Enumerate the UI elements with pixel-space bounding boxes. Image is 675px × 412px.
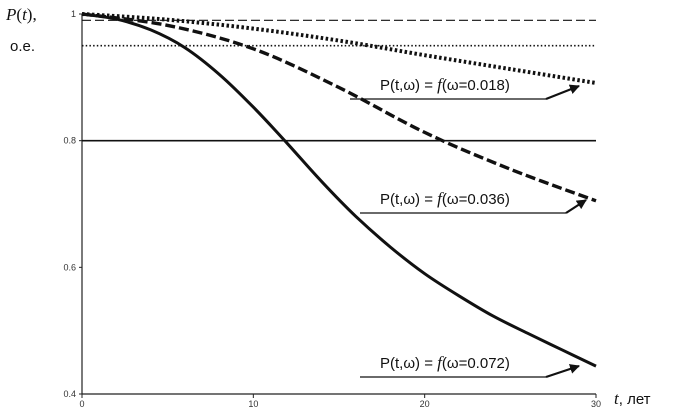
annotation-label-3: P(t,ω) = f(ω=0.072) — [380, 353, 510, 372]
annotation-label-2: P(t,ω) = f(ω=0.036) — [380, 189, 510, 208]
y-tick-label: 0.4 — [63, 389, 76, 399]
series-line-1 — [81, 12, 597, 85]
annotation-arrow — [545, 364, 580, 379]
annotations: P(t,ω) = f(ω=0.018) P(t,ω) = f(ω=0.036) P(… — [350, 75, 587, 379]
x-axis-var: t — [614, 389, 620, 408]
annotation-arrow — [545, 84, 580, 101]
x-tick-label: 10 — [248, 399, 258, 409]
plot-area — [81, 14, 596, 395]
tick-labels: 0 10 20 30 0.4 0.6 0.8 1 — [63, 9, 601, 409]
y-axis-label: P(t), — [5, 5, 37, 24]
y-axis-open: ( — [16, 5, 22, 24]
reference-lines — [82, 19, 596, 142]
series-layer — [81, 12, 597, 368]
y-axis-var-t: t — [22, 5, 28, 24]
y-axis-var: P — [5, 5, 16, 24]
series-line-3 — [81, 12, 597, 368]
x-tick-label: 0 — [79, 399, 84, 409]
x-tick-label: 20 — [420, 399, 430, 409]
y-tick-label: 1 — [71, 9, 76, 19]
x-axis-unit: , лет — [619, 391, 651, 408]
annotation-arrow — [565, 199, 587, 214]
y-tick-label: 0.8 — [63, 136, 76, 146]
x-tick-label: 30 — [591, 399, 601, 409]
series-line-2 — [81, 12, 597, 203]
y-tick-label: 0.6 — [63, 262, 76, 272]
x-axis-label: t, лет — [614, 389, 651, 408]
y-axis-close: ), — [27, 5, 37, 24]
annotation-label-1: P(t,ω) = f(ω=0.018) — [380, 75, 510, 94]
y-axis-unit: о.е. — [10, 38, 35, 55]
